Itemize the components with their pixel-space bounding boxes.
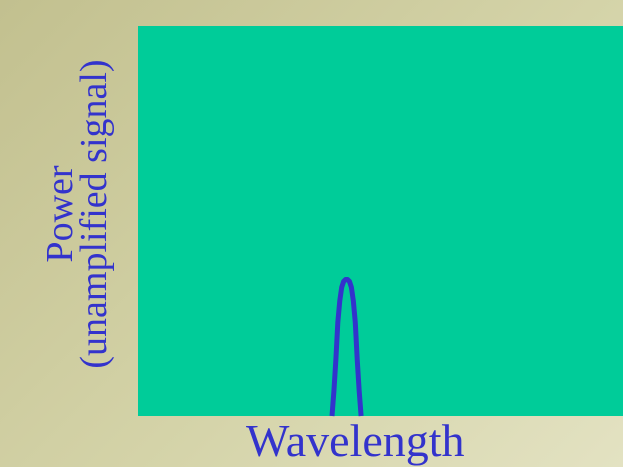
y-axis-label-line-1: Power bbox=[39, 165, 81, 263]
plot-area bbox=[138, 26, 623, 417]
series-line-1 bbox=[329, 277, 364, 417]
y-axis-label: Power (unamplified signal) bbox=[39, 0, 115, 434]
x-axis-label: Wavelength bbox=[246, 415, 465, 466]
chart-svg bbox=[138, 26, 623, 417]
series-group bbox=[329, 277, 364, 417]
plot-background bbox=[138, 26, 623, 416]
y-axis-label-line-2: (unamplified signal) bbox=[73, 59, 115, 369]
